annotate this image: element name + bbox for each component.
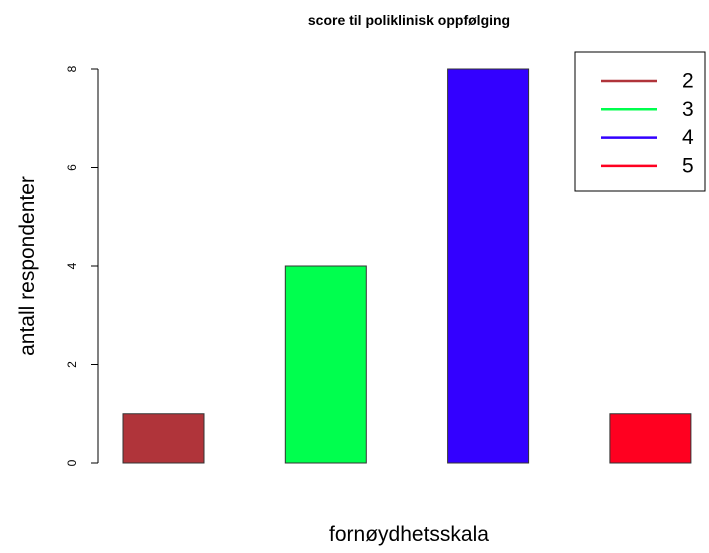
bar-5 xyxy=(610,414,691,463)
y-axis-label: antall respondenter xyxy=(16,176,39,356)
legend: 2 3 4 5 xyxy=(575,52,705,191)
y-tick-label: 2 xyxy=(65,361,79,368)
bar-4 xyxy=(448,69,529,463)
y-tick-label: 4 xyxy=(65,262,79,269)
y-tick-label: 6 xyxy=(65,164,79,171)
bar-2 xyxy=(123,414,204,463)
y-tick-label: 0 xyxy=(65,459,79,466)
chart-title: score til poliklinisk oppfølging xyxy=(308,12,510,28)
x-axis-label: fornøydhetsskala xyxy=(329,523,489,546)
legend-label-2: 2 xyxy=(682,70,694,93)
y-tick-label: 8 xyxy=(65,65,79,72)
legend-label-3: 3 xyxy=(682,98,694,121)
y-axis: 0 2 4 6 8 xyxy=(65,65,98,466)
bar-3 xyxy=(285,266,366,463)
legend-label-5: 5 xyxy=(682,154,694,177)
legend-label-4: 4 xyxy=(682,126,694,149)
